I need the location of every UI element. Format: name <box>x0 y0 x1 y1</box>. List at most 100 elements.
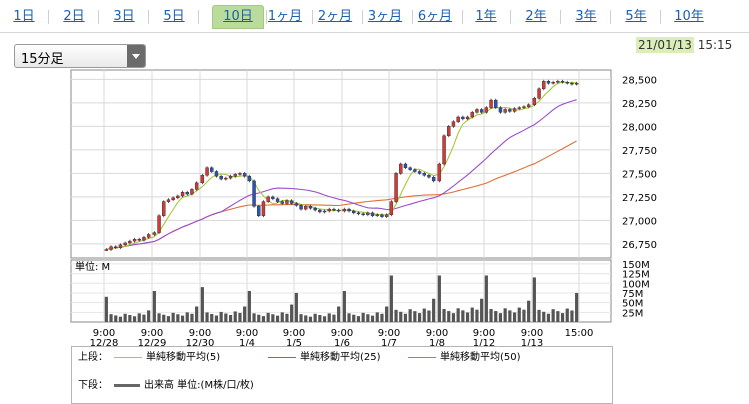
tab-separator <box>266 10 267 24</box>
candle-body <box>417 171 422 174</box>
volume-bar <box>498 313 503 322</box>
tab-0[interactable]: 1日 <box>13 9 35 24</box>
legend-ma50-label: 単純移動平均(50) <box>440 352 521 363</box>
volume-y-tick-label: 50M <box>622 299 643 310</box>
tab-7[interactable]: 3ヶ月 <box>367 9 403 24</box>
interval-select-value: 15分足 <box>21 52 64 67</box>
x-tick-time: 9:00 <box>283 328 305 339</box>
volume-bar <box>322 316 327 322</box>
candle-body <box>532 97 537 105</box>
tab-separator <box>362 10 363 24</box>
x-tick-time: 9:00 <box>189 328 211 339</box>
candle-body <box>479 109 484 113</box>
volume-bar <box>508 310 512 322</box>
volume-grid <box>71 260 611 322</box>
price-y-tick-label: 28,000 <box>622 122 657 133</box>
candle-body <box>194 182 199 190</box>
candle-body <box>109 246 113 250</box>
volume-bar <box>332 314 336 322</box>
candle-body <box>104 249 109 251</box>
candle-body <box>408 167 412 170</box>
candle-body <box>542 81 546 89</box>
volume-bar <box>205 312 209 322</box>
tab-separator <box>198 10 199 24</box>
volume-bar <box>394 309 398 322</box>
candle-body <box>275 198 280 202</box>
volume-bar <box>123 313 127 322</box>
tab-11[interactable]: 3年 <box>575 9 597 24</box>
x-tick-time: 9:00 <box>141 328 163 339</box>
candle-body <box>318 209 322 213</box>
tab-13[interactable]: 10年 <box>674 9 704 24</box>
candle-body <box>214 171 219 177</box>
tab-6[interactable]: 2ヶ月 <box>317 9 353 24</box>
volume-bar <box>238 312 242 322</box>
price-y-tick-label: 27,000 <box>622 216 657 227</box>
volume-bar <box>243 306 247 322</box>
volume-bar <box>327 313 331 322</box>
tab-10[interactable]: 2年 <box>525 9 547 24</box>
volume-y-tick-label: 25M <box>622 308 643 319</box>
tab-2[interactable]: 3日 <box>113 9 135 24</box>
x-tick-date: 12/30 <box>186 338 215 346</box>
tab-8[interactable]: 6ヶ月 <box>417 9 453 24</box>
legend-upper-label: 上段： <box>78 352 108 363</box>
volume-bar <box>257 314 261 322</box>
volume-bar <box>551 309 555 322</box>
volume-y-tick-label: 125M <box>622 270 650 281</box>
candle-body <box>261 201 266 216</box>
volume-bar <box>542 311 546 322</box>
volume-bar <box>560 313 565 322</box>
candle-body <box>366 212 370 215</box>
volume-bar <box>114 315 118 322</box>
volume-bar <box>570 310 574 322</box>
candle-body <box>389 201 394 215</box>
candle-body <box>266 196 270 202</box>
candle-body <box>336 209 341 212</box>
candle-body <box>327 208 331 212</box>
candle-body <box>422 173 426 176</box>
price-y-tick-label: 27,250 <box>622 193 657 204</box>
tab-4[interactable]: 10日 <box>212 5 264 29</box>
tab-5[interactable]: 1ヶ月 <box>267 9 303 24</box>
tab-9[interactable]: 1年 <box>475 9 497 24</box>
volume-bar <box>361 312 365 322</box>
volume-bar <box>294 292 298 322</box>
volume-bar <box>132 316 137 322</box>
volume-bar <box>271 314 275 322</box>
candle-body <box>238 173 242 175</box>
candle-body <box>427 175 431 178</box>
tab-3[interactable]: 5日 <box>163 9 185 24</box>
candle-body <box>280 201 284 204</box>
interval-select[interactable]: 15分足 <box>14 44 146 68</box>
volume-bar <box>408 309 412 322</box>
legend-item-volume: 出来高 単位:(M株/口/枚) <box>114 379 254 393</box>
tab-separator <box>510 10 511 24</box>
x-tick-time: 9:00 <box>331 328 353 339</box>
volume-bar <box>522 309 526 322</box>
volume-bar <box>546 313 551 322</box>
price-y-tick-label: 26,750 <box>622 240 657 251</box>
volume-bar <box>532 277 536 322</box>
volume-bar <box>210 313 214 322</box>
volume-bar <box>166 316 171 322</box>
candle-body <box>299 205 303 210</box>
volume-bar <box>180 315 185 322</box>
candle-body <box>546 81 551 84</box>
candle-body <box>570 82 574 85</box>
volume-bar <box>261 316 266 322</box>
x-tick-date: 1/5 <box>286 338 302 346</box>
candle-body <box>399 163 403 174</box>
candle-body <box>118 244 123 248</box>
legend-item-ma50: 単純移動平均(50) <box>408 351 521 365</box>
volume-bar <box>318 315 322 322</box>
tab-12[interactable]: 5年 <box>625 9 647 24</box>
volume-bar <box>176 314 180 322</box>
x-tick-date: 1/13 <box>521 338 543 346</box>
chevron-down-icon[interactable] <box>127 45 145 67</box>
volume-bar <box>456 308 460 322</box>
candle-body <box>403 163 408 168</box>
tab-1[interactable]: 2日 <box>63 9 85 24</box>
x-tick-date: 1/6 <box>334 338 350 346</box>
candle-body <box>475 109 479 113</box>
